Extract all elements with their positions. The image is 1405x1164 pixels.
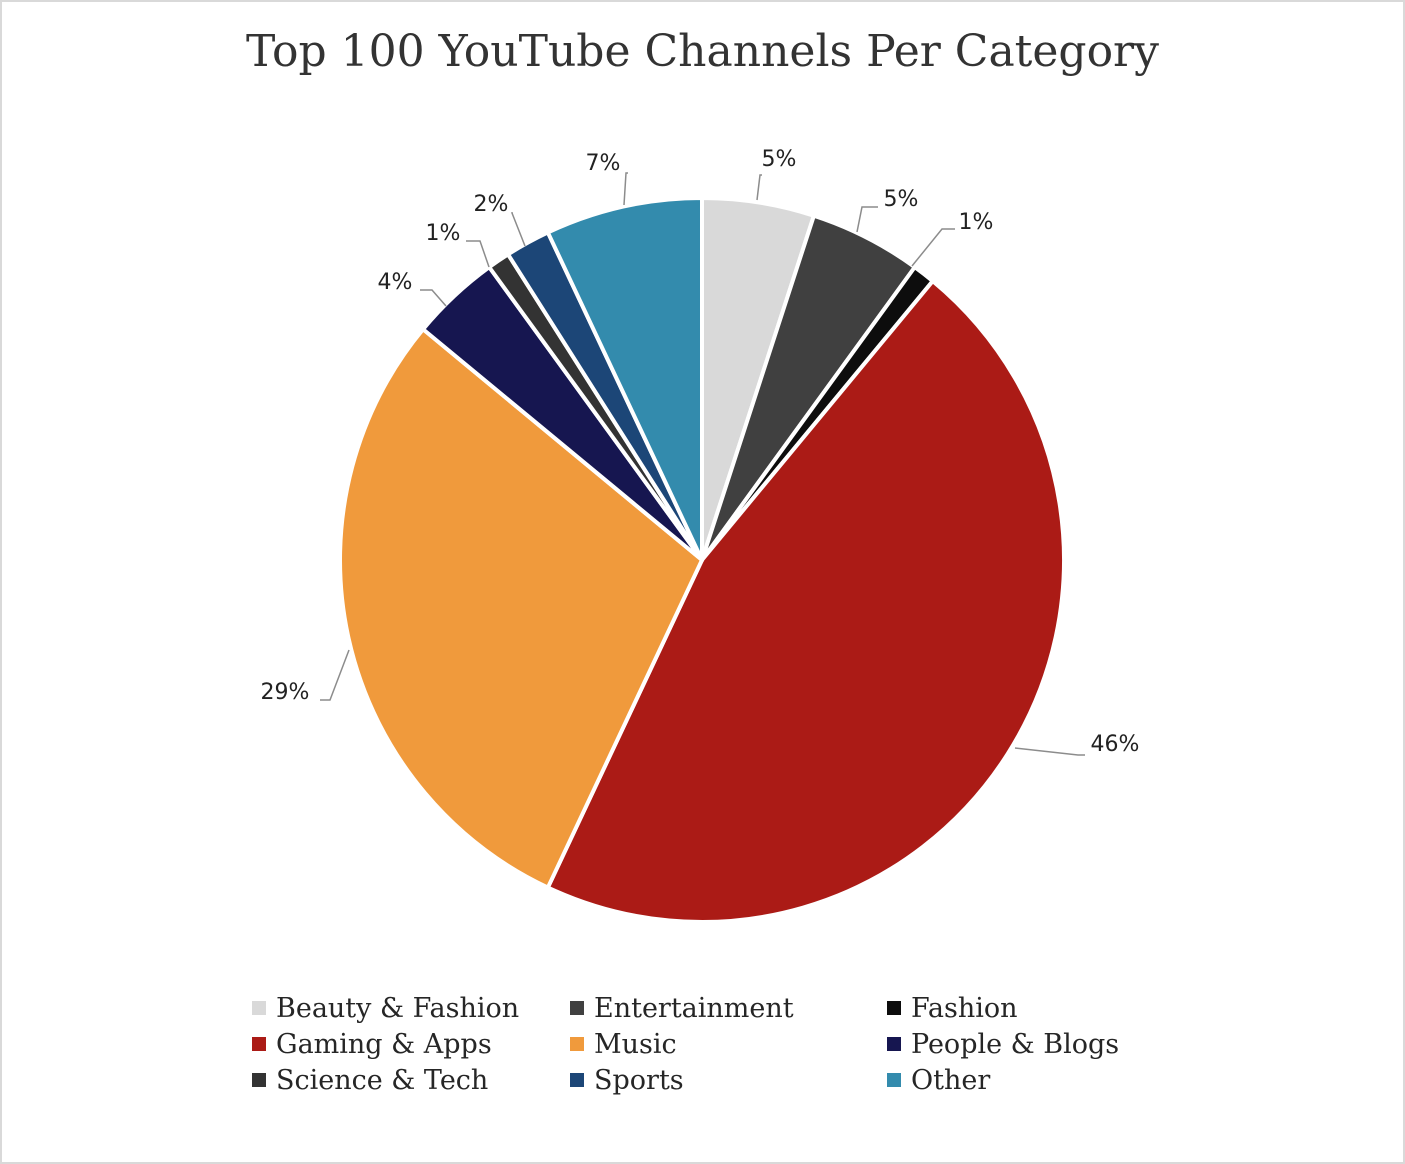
- leader-line-fashion: [911, 228, 955, 267]
- legend-label: Fashion: [911, 992, 1018, 1024]
- chart-legend: Beauty & Fashion Entertainment Fashion Gami…: [252, 992, 1172, 1096]
- legend-label: Entertainment: [594, 992, 794, 1024]
- legend-swatch: [570, 1001, 584, 1015]
- data-label-sports: 2%: [474, 192, 509, 217]
- legend-label: Science & Tech: [276, 1064, 489, 1096]
- pie-slice-music: [338, 327, 704, 890]
- legend-swatch: [887, 1073, 901, 1087]
- data-label-science-and-tech: 1%: [426, 221, 461, 246]
- legend-swatch: [887, 1037, 901, 1051]
- legend-item-entertainment: Entertainment: [570, 992, 887, 1024]
- leader-line-beauty-and-fashion: [756, 174, 762, 201]
- pie-slice-other: [545, 196, 704, 562]
- data-label-gaming-and-apps: 46%: [1091, 732, 1140, 757]
- leader-line-gaming-and-apps: [1014, 747, 1085, 756]
- data-label-music: 29%: [261, 680, 310, 705]
- data-label-people-and-blogs: 4%: [378, 270, 413, 295]
- data-label-beauty-and-fashion: 5%: [762, 147, 797, 172]
- legend-label: Gaming & Apps: [276, 1028, 492, 1060]
- legend-label: People & Blogs: [911, 1028, 1120, 1060]
- leader-line-music: [320, 649, 350, 701]
- legend-swatch: [252, 1001, 266, 1015]
- legend-item-people-and-blogs: People & Blogs: [887, 1028, 1172, 1060]
- legend-swatch: [887, 1001, 901, 1015]
- legend-label: Music: [594, 1028, 677, 1060]
- data-label-fashion: 1%: [959, 210, 994, 235]
- leader-line-other: [623, 172, 628, 206]
- legend-label: Other: [911, 1064, 991, 1096]
- data-label-entertainment: 5%: [884, 187, 919, 212]
- legend-item-music: Music: [570, 1028, 887, 1060]
- chart-title: Top 100 YouTube Channels Per Category: [246, 26, 1159, 77]
- legend-item-sports: Sports: [570, 1064, 887, 1096]
- leader-line-entertainment: [856, 206, 878, 233]
- legend-swatch: [570, 1037, 584, 1051]
- legend-swatch: [570, 1073, 584, 1087]
- legend-item-fashion: Fashion: [887, 992, 1172, 1024]
- data-label-other: 7%: [586, 151, 621, 176]
- legend-swatch: [252, 1037, 266, 1051]
- leader-line-sports: [510, 212, 526, 247]
- legend-item-beauty-and-fashion: Beauty & Fashion: [252, 992, 570, 1024]
- legend-item-science-and-tech: Science & Tech: [252, 1064, 570, 1096]
- leader-line-science-and-tech: [466, 240, 490, 268]
- legend-swatch: [252, 1073, 266, 1087]
- leader-line-people-and-blogs: [420, 289, 447, 307]
- legend-label: Beauty & Fashion: [276, 992, 520, 1024]
- legend-item-gaming-and-apps: Gaming & Apps: [252, 1028, 570, 1060]
- pie-slice-gaming-and-apps: [545, 279, 1066, 924]
- legend-item-other: Other: [887, 1064, 1172, 1096]
- legend-label: Sports: [594, 1064, 684, 1096]
